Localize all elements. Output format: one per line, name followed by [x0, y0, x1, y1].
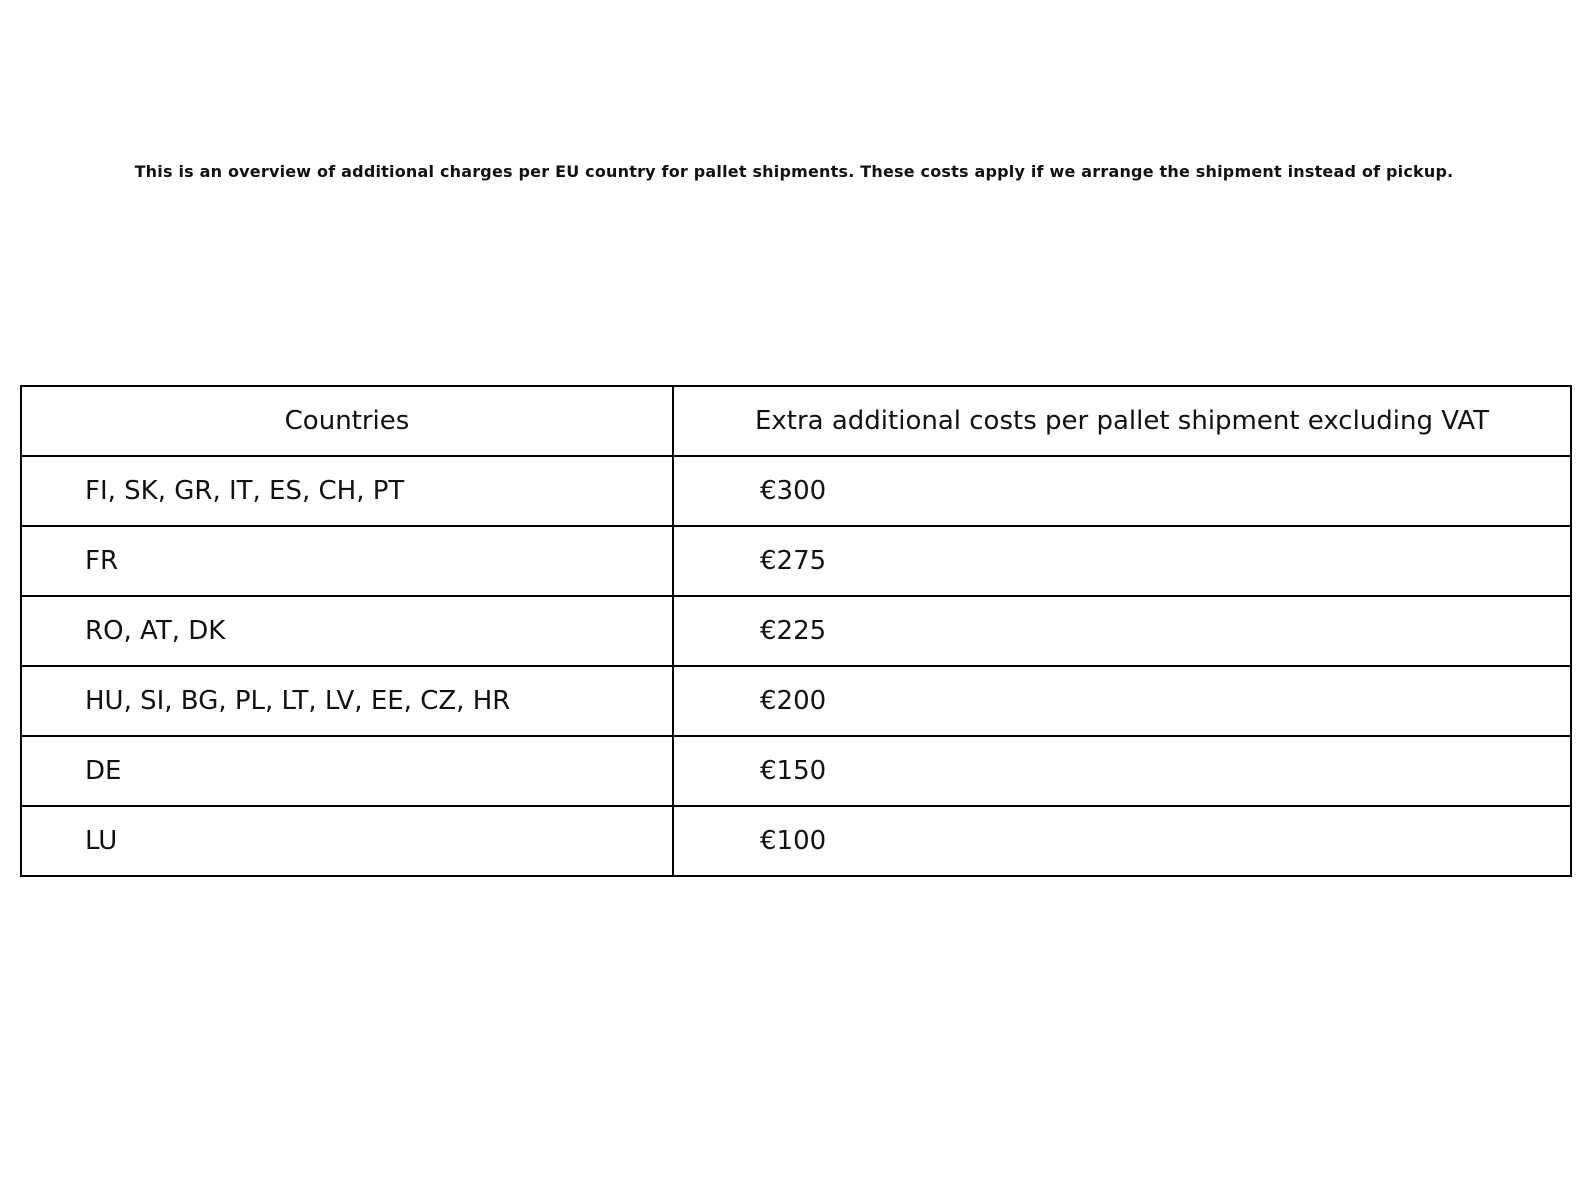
countries-cell: DE	[20, 735, 674, 807]
cost-cell: €150	[672, 735, 1572, 807]
table-row: FR €275	[20, 525, 1572, 597]
countries-cell: FI, SK, GR, IT, ES, CH, PT	[20, 455, 674, 527]
cost-cell: €225	[672, 595, 1572, 667]
table-row: DE €150	[20, 735, 1572, 807]
countries-cell: RO, AT, DK	[20, 595, 674, 667]
table-row: RO, AT, DK €225	[20, 595, 1572, 667]
countries-cell: LU	[20, 805, 674, 877]
cost-cell: €100	[672, 805, 1572, 877]
countries-cell: HU, SI, BG, PL, LT, LV, EE, CZ, HR	[20, 665, 674, 737]
cost-cell: €300	[672, 455, 1572, 527]
table-header-row: Countries Extra additional costs per pal…	[20, 385, 1572, 457]
column-header-countries: Countries	[20, 385, 674, 457]
cost-cell: €275	[672, 525, 1572, 597]
cost-cell: €200	[672, 665, 1572, 737]
table-row: LU €100	[20, 805, 1572, 877]
table-row: FI, SK, GR, IT, ES, CH, PT €300	[20, 455, 1572, 527]
charges-table: Countries Extra additional costs per pal…	[20, 385, 1572, 877]
column-header-extra-costs: Extra additional costs per pallet shipme…	[672, 385, 1572, 457]
page-title: This is an overview of additional charge…	[134, 162, 1454, 181]
countries-cell: FR	[20, 525, 674, 597]
table-body: FI, SK, GR, IT, ES, CH, PT €300 FR €275 RO, …	[20, 455, 1572, 877]
table-row: HU, SI, BG, PL, LT, LV, EE, CZ, HR €200	[20, 665, 1572, 737]
